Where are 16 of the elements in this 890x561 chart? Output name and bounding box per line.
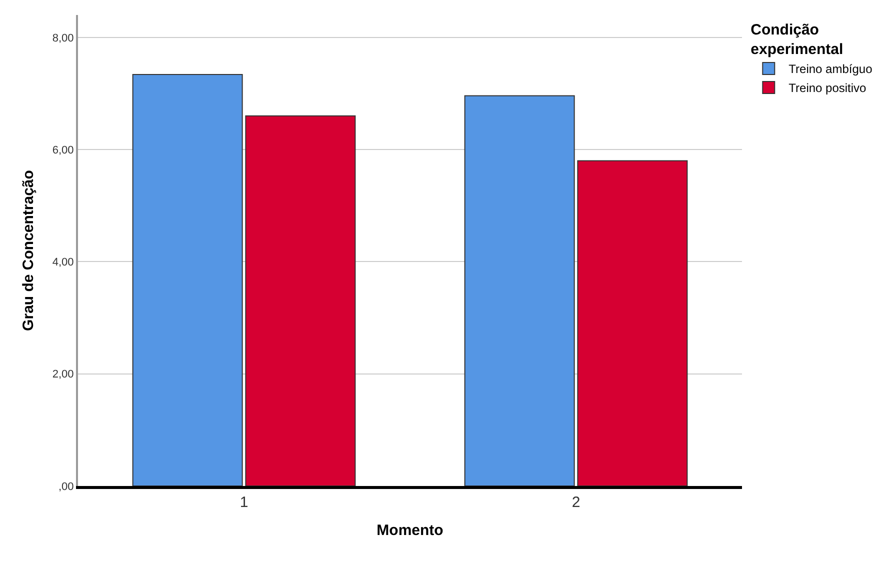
legend-label: Treino ambíguo	[788, 62, 873, 76]
y-tick-label: ,00	[58, 480, 74, 493]
y-axis-title: Grau de Concentração	[20, 170, 38, 331]
y-tick-label: 8,00	[52, 32, 74, 44]
y-tick-label: 4,00	[52, 256, 74, 269]
bar	[132, 74, 243, 486]
bar	[464, 95, 575, 486]
x-axis-title: Momento	[376, 522, 444, 539]
legend-title: Condição experimental	[750, 22, 844, 58]
bar	[245, 115, 356, 486]
y-tick-label: 2,00	[52, 368, 74, 381]
legend-label: Treino positivo	[788, 81, 867, 96]
bar	[577, 160, 688, 486]
x-tick-label: 1	[240, 494, 248, 511]
y-tick-label: 6,00	[52, 144, 74, 156]
x-tick-label: 2	[572, 494, 580, 511]
